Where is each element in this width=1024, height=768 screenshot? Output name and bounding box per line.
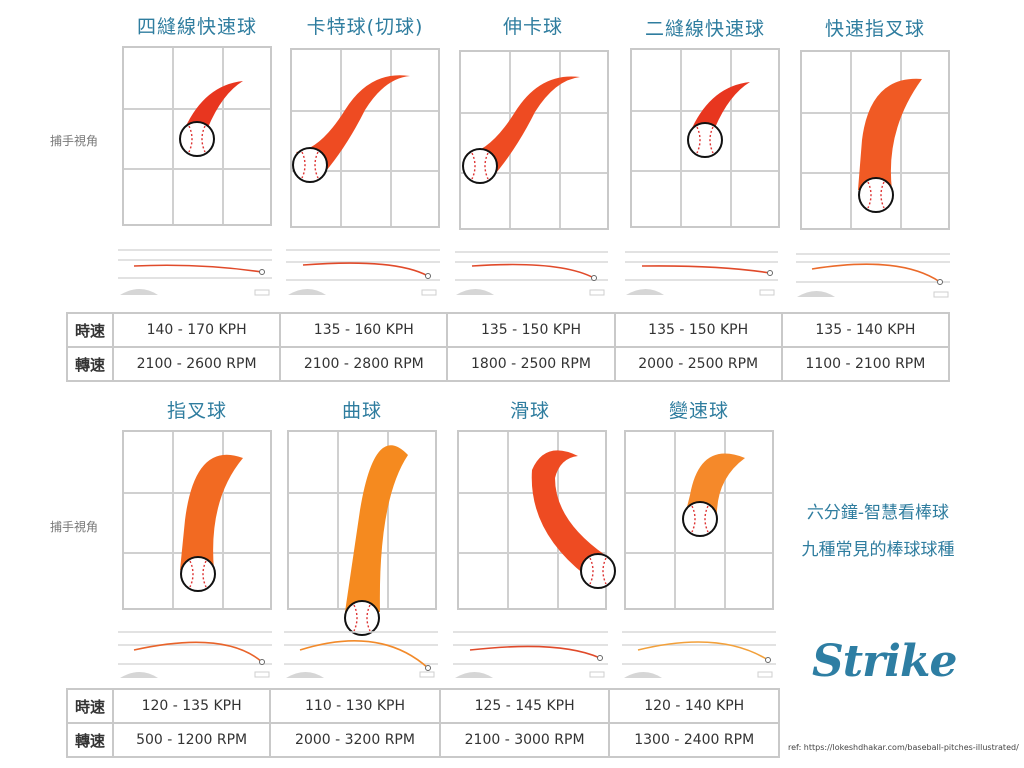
baseball-icon xyxy=(179,121,215,157)
speed-cell: 135 - 160 KPH xyxy=(279,312,449,348)
spin-cell: 1300 - 2400 RPM xyxy=(608,722,780,758)
baseball-icon xyxy=(580,553,616,589)
pitch-name-split-finger-fastball: 快速指叉球 xyxy=(824,18,925,40)
speed-cell: 110 - 130 KPH xyxy=(269,688,441,724)
catcher-view-label: 捕手視角 xyxy=(50,134,99,148)
logo-text: Strike xyxy=(812,636,957,687)
spin-cell: 2100 - 3000 RPM xyxy=(438,722,611,758)
baseball-icon xyxy=(858,177,894,213)
pitch-name-sinker: 伸卡球 xyxy=(502,16,563,38)
trajectory-sinker xyxy=(466,76,580,180)
baseball-icon xyxy=(687,122,723,158)
spin-cell: 2100 - 2800 RPM xyxy=(279,346,449,382)
trajectory-curveball xyxy=(345,445,408,612)
caption-line1: 六分鐘-智慧看棒球 xyxy=(806,503,950,523)
spin-cell: 2000 - 2500 RPM xyxy=(613,346,783,382)
strike-zone xyxy=(459,50,609,230)
speed-label: 時速 xyxy=(66,312,114,348)
baseball-icon xyxy=(462,148,498,184)
baseball-icon xyxy=(344,600,380,636)
speed-cell: 140 - 170 KPH xyxy=(111,312,282,348)
speed-cell: 120 - 135 KPH xyxy=(111,688,272,724)
pitch-name-splitter: 指叉球 xyxy=(166,400,227,422)
pitch-name-curveball: 曲球 xyxy=(341,400,382,422)
baseball-icon xyxy=(180,556,216,592)
catcher-view-label: 捕手視角 xyxy=(50,520,99,534)
stats-table-row1: 時速 140 - 170 KPH 135 - 160 KPH 135 - 150… xyxy=(66,312,951,382)
pitch-name-four-seam: 四縫線快速球 xyxy=(136,16,257,38)
side-view xyxy=(118,631,776,678)
spin-cell: 1800 - 2500 RPM xyxy=(446,346,616,382)
pitch-name-cutter: 卡特球(切球) xyxy=(306,16,424,38)
caption-line2: 九種常見的棒球球種 xyxy=(801,540,955,560)
baseball-icon xyxy=(292,147,328,183)
reference-link[interactable]: ref: https://lokeshdhakar.com/baseball-p… xyxy=(788,743,1019,752)
side-view xyxy=(118,249,950,298)
spin-label: 轉速 xyxy=(66,346,114,382)
trajectory-cutter xyxy=(296,75,410,178)
spin-label: 轉速 xyxy=(66,722,114,758)
speed-cell: 135 - 150 KPH xyxy=(446,312,616,348)
trajectory-splitter xyxy=(180,454,243,570)
pitch-name-changeup: 變速球 xyxy=(668,400,729,422)
trajectory-slider xyxy=(531,450,605,575)
speed-cell: 135 - 140 KPH xyxy=(780,312,951,348)
trajectory-two-seam xyxy=(692,82,750,135)
stats-table-row2: 時速 120 - 135 KPH 110 - 130 KPH 125 - 145… xyxy=(66,688,780,758)
speed-cell: 125 - 145 KPH xyxy=(438,688,611,724)
strike-logo: Strike xyxy=(812,636,957,687)
spin-cell: 500 - 1200 RPM xyxy=(111,722,272,758)
strike-zone xyxy=(457,430,607,610)
baseball-icon xyxy=(682,501,718,537)
spin-cell: 2100 - 2600 RPM xyxy=(111,346,282,382)
pitch-name-slider: 滑球 xyxy=(509,400,550,422)
spin-cell: 1100 - 2100 RPM xyxy=(780,346,951,382)
trajectory-split-finger-fastball xyxy=(858,78,922,190)
speed-cell: 135 - 150 KPH xyxy=(613,312,783,348)
spin-cell: 2000 - 3200 RPM xyxy=(269,722,441,758)
pitch-name-two-seam: 二縫線快速球 xyxy=(644,18,765,40)
speed-label: 時速 xyxy=(66,688,114,724)
speed-cell: 120 - 140 KPH xyxy=(608,688,780,724)
